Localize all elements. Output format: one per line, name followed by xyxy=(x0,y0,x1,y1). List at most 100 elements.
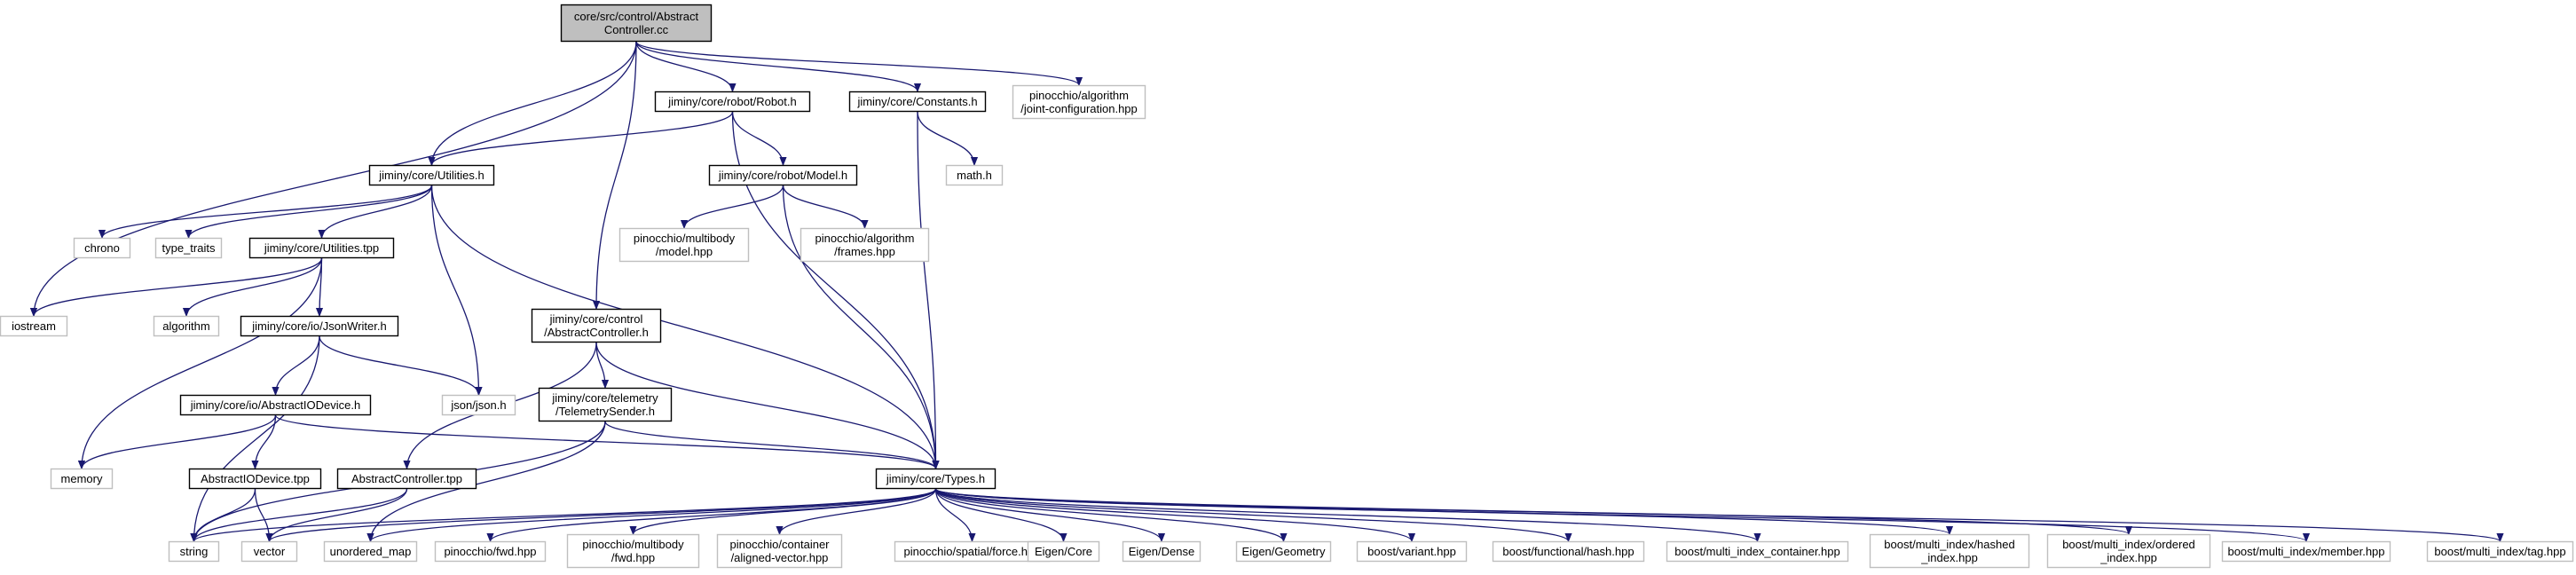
node-types[interactable]: jiminy/core/Types.h xyxy=(875,468,997,490)
node-boostvariant: boost/variant.hpp xyxy=(1356,540,1468,563)
node-boostmic: boost/multi_index_container.hpp xyxy=(1666,540,1849,563)
node-box xyxy=(1356,540,1468,563)
edge-utilities-to-chrono xyxy=(102,185,433,239)
edge-types-to-boostvariant xyxy=(934,488,1413,542)
edge-types-to-eigendense xyxy=(934,488,1162,542)
edge-model-to-pinframes xyxy=(782,185,865,229)
node-chrono: chrono xyxy=(73,237,131,259)
node-box xyxy=(368,164,495,186)
node-box xyxy=(2046,533,2211,569)
edge-types-to-boosthash xyxy=(934,488,1569,542)
edge-model-to-types xyxy=(782,185,936,469)
node-label: pinocchio/multibody xyxy=(582,538,684,551)
node-box xyxy=(1122,540,1201,563)
node-label: /model.hpp xyxy=(656,245,713,258)
node-box xyxy=(73,237,131,259)
node-box xyxy=(848,91,987,113)
node-label: AbstractIODevice.tpp xyxy=(201,472,310,485)
edge-abstractiodeviceh-to-memory xyxy=(82,414,277,469)
edge-utilitiestpp-to-memory xyxy=(82,257,323,469)
node-memory: memory xyxy=(50,468,114,490)
node-label: Eigen/Core xyxy=(1035,545,1092,558)
edge-types-to-pinmultibodyfwd xyxy=(634,488,937,535)
node-box xyxy=(800,227,930,263)
node-box xyxy=(168,540,220,563)
node-robot[interactable]: jiminy/core/robot/Robot.h xyxy=(654,91,811,113)
node-box xyxy=(434,540,547,563)
edge-utilities-to-types xyxy=(430,185,936,469)
edge-types-to-vector xyxy=(270,488,937,542)
node-box xyxy=(875,468,997,490)
node-label: /AbstractController.h xyxy=(544,326,649,339)
node-label: string xyxy=(180,545,209,558)
node-root[interactable]: core/src/control/AbstractController.cc xyxy=(560,4,713,43)
node-box xyxy=(708,164,858,186)
node-eigencore: Eigen/Core xyxy=(1027,540,1100,563)
edge-jsonwriter-to-string xyxy=(194,335,320,541)
edge-utilities-to-jsonjson xyxy=(430,185,479,395)
node-label: /fwd.hpp xyxy=(611,551,655,564)
node-label: jiminy/core/robot/Robot.h xyxy=(667,95,797,108)
node-label: jiminy/core/Types.h xyxy=(886,472,985,485)
node-label: jiminy/core/Utilities.h xyxy=(378,169,484,182)
node-box xyxy=(179,394,372,416)
node-pinmultibodyfwd: pinocchio/multibody/fwd.hpp xyxy=(566,533,700,569)
node-label: jiminy/core/control xyxy=(549,312,643,326)
node-label: jiminy/core/Utilities.tpp xyxy=(264,241,379,255)
edge-root-to-robot xyxy=(635,41,733,92)
node-label: type_traits xyxy=(162,241,216,255)
edge-abstractcontrollertpp-to-vector xyxy=(270,488,408,542)
node-pinmodel: pinocchio/multibody/model.hpp xyxy=(618,227,750,263)
edge-telemetrysender-to-unorderedmap xyxy=(371,421,606,541)
node-box xyxy=(0,315,68,337)
edge-utilitiestpp-to-algorithm xyxy=(186,257,323,317)
node-typetraits: type_traits xyxy=(154,237,223,259)
node-box xyxy=(323,540,418,563)
node-abstractcontrollertpp[interactable]: AbstractController.tpp xyxy=(336,468,477,490)
node-boosthash: boost/functional/hash.hpp xyxy=(1492,540,1645,563)
node-abstractcontrollerh[interactable]: jiminy/core/control/AbstractController.h xyxy=(531,308,662,343)
edge-types-to-boostmic xyxy=(934,488,1758,542)
node-label: iostream xyxy=(12,319,56,333)
node-box xyxy=(240,540,298,563)
node-abstractiodevicetpp[interactable]: AbstractIODevice.tpp xyxy=(188,468,322,490)
edges-layer xyxy=(34,41,2501,542)
node-abstractiodeviceh[interactable]: jiminy/core/io/AbstractIODevice.h xyxy=(179,394,372,416)
node-box xyxy=(2221,540,2391,563)
node-label: pinocchio/algorithm xyxy=(1029,89,1129,102)
node-eigengeometry: Eigen/Geometry xyxy=(1235,540,1332,563)
node-jointcfg: pinocchio/algorithm/joint-configuration.… xyxy=(1012,84,1146,120)
node-telemetrysender[interactable]: jiminy/core/telemetry/TelemetrySender.h xyxy=(538,387,673,422)
node-label: _index.hpp xyxy=(2099,551,2157,564)
node-label: /joint-configuration.hpp xyxy=(1020,102,1138,115)
node-label: Controller.cc xyxy=(604,23,669,36)
node-label: pinocchio/fwd.hpp xyxy=(444,545,536,558)
edge-root-to-utilities xyxy=(432,41,637,165)
edge-root-to-abstractcontrollerh xyxy=(596,41,637,309)
edge-root-to-jointcfg xyxy=(635,41,1079,86)
node-constants[interactable]: jiminy/core/Constants.h xyxy=(848,91,987,113)
node-box xyxy=(154,237,223,259)
node-label: boost/multi_index/ordered xyxy=(2062,538,2195,551)
edge-constants-to-types xyxy=(917,111,936,469)
edge-types-to-pinalignedvector xyxy=(780,488,937,535)
edge-utilitiestpp-to-iostream xyxy=(34,257,323,317)
node-box xyxy=(1027,540,1100,563)
node-unorderedmap: unordered_map xyxy=(323,540,418,563)
node-box xyxy=(188,468,322,490)
node-utilitiestpp[interactable]: jiminy/core/Utilities.tpp xyxy=(248,237,395,259)
node-box xyxy=(441,394,516,416)
node-label: /frames.hpp xyxy=(834,245,895,258)
edge-utilities-to-typetraits xyxy=(189,185,433,239)
node-model[interactable]: jiminy/core/robot/Model.h xyxy=(708,164,858,186)
edge-types-to-eigencore xyxy=(934,488,1064,542)
node-label: boost/functional/hash.hpp xyxy=(1502,545,1634,558)
node-box xyxy=(336,468,477,490)
node-label: jiminy/core/robot/Model.h xyxy=(718,169,847,182)
node-utilities[interactable]: jiminy/core/Utilities.h xyxy=(368,164,495,186)
node-label: unordered_map xyxy=(330,545,412,558)
node-algorithm: algorithm xyxy=(153,315,220,337)
node-jsonwriter[interactable]: jiminy/core/io/JsonWriter.h xyxy=(240,315,399,337)
node-box xyxy=(1012,84,1146,120)
node-label: core/src/control/Abstract xyxy=(574,10,699,23)
